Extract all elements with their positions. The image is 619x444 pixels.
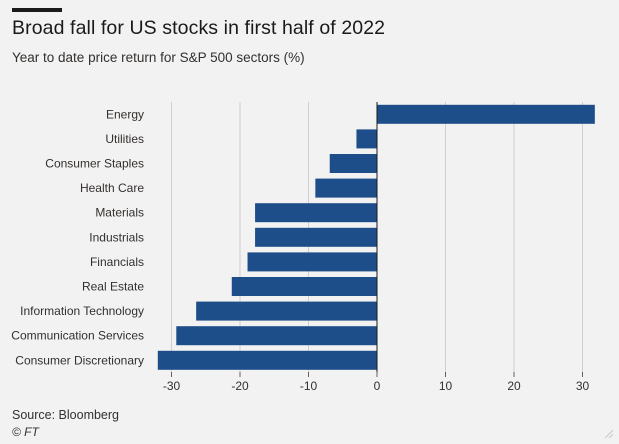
bar (247, 252, 377, 272)
category-label: Utilities (105, 132, 144, 146)
category-label: Communication Services (11, 329, 144, 343)
chart-title: Broad fall for US stocks in first half o… (12, 17, 386, 39)
bar (356, 129, 377, 149)
x-tick-label: -20 (231, 379, 249, 393)
copyright-note: © FT (12, 425, 39, 439)
bar (315, 178, 377, 198)
category-label: Materials (95, 206, 144, 220)
x-tick-label: 30 (576, 379, 590, 393)
bar (196, 301, 377, 321)
bar (231, 277, 377, 296)
bar (377, 104, 595, 124)
x-tick-label: 10 (439, 379, 453, 393)
bar (176, 326, 377, 346)
x-tick-label: 20 (507, 379, 521, 393)
category-label: Health Care (80, 181, 144, 195)
category-label: Consumer Discretionary (15, 353, 144, 367)
chart-subtitle: Year to date price return for S&P 500 se… (12, 50, 305, 65)
x-tick-label: 0 (374, 379, 381, 393)
category-label: Information Technology (20, 304, 144, 318)
category-label: Real Estate (82, 280, 144, 294)
category-label: Energy (106, 107, 144, 121)
bar (329, 154, 377, 173)
title-accent-rule (12, 8, 62, 12)
resize-grip-icon (604, 429, 613, 438)
category-label: Industrials (89, 230, 144, 244)
bar (255, 203, 377, 223)
category-label: Consumer Staples (45, 157, 144, 171)
bar (157, 350, 377, 370)
x-tick-label: -30 (163, 379, 181, 393)
category-label: Financials (90, 255, 144, 269)
bar (255, 227, 377, 247)
x-tick-label: -10 (300, 379, 318, 393)
source-note: Source: Bloomberg (12, 408, 120, 422)
